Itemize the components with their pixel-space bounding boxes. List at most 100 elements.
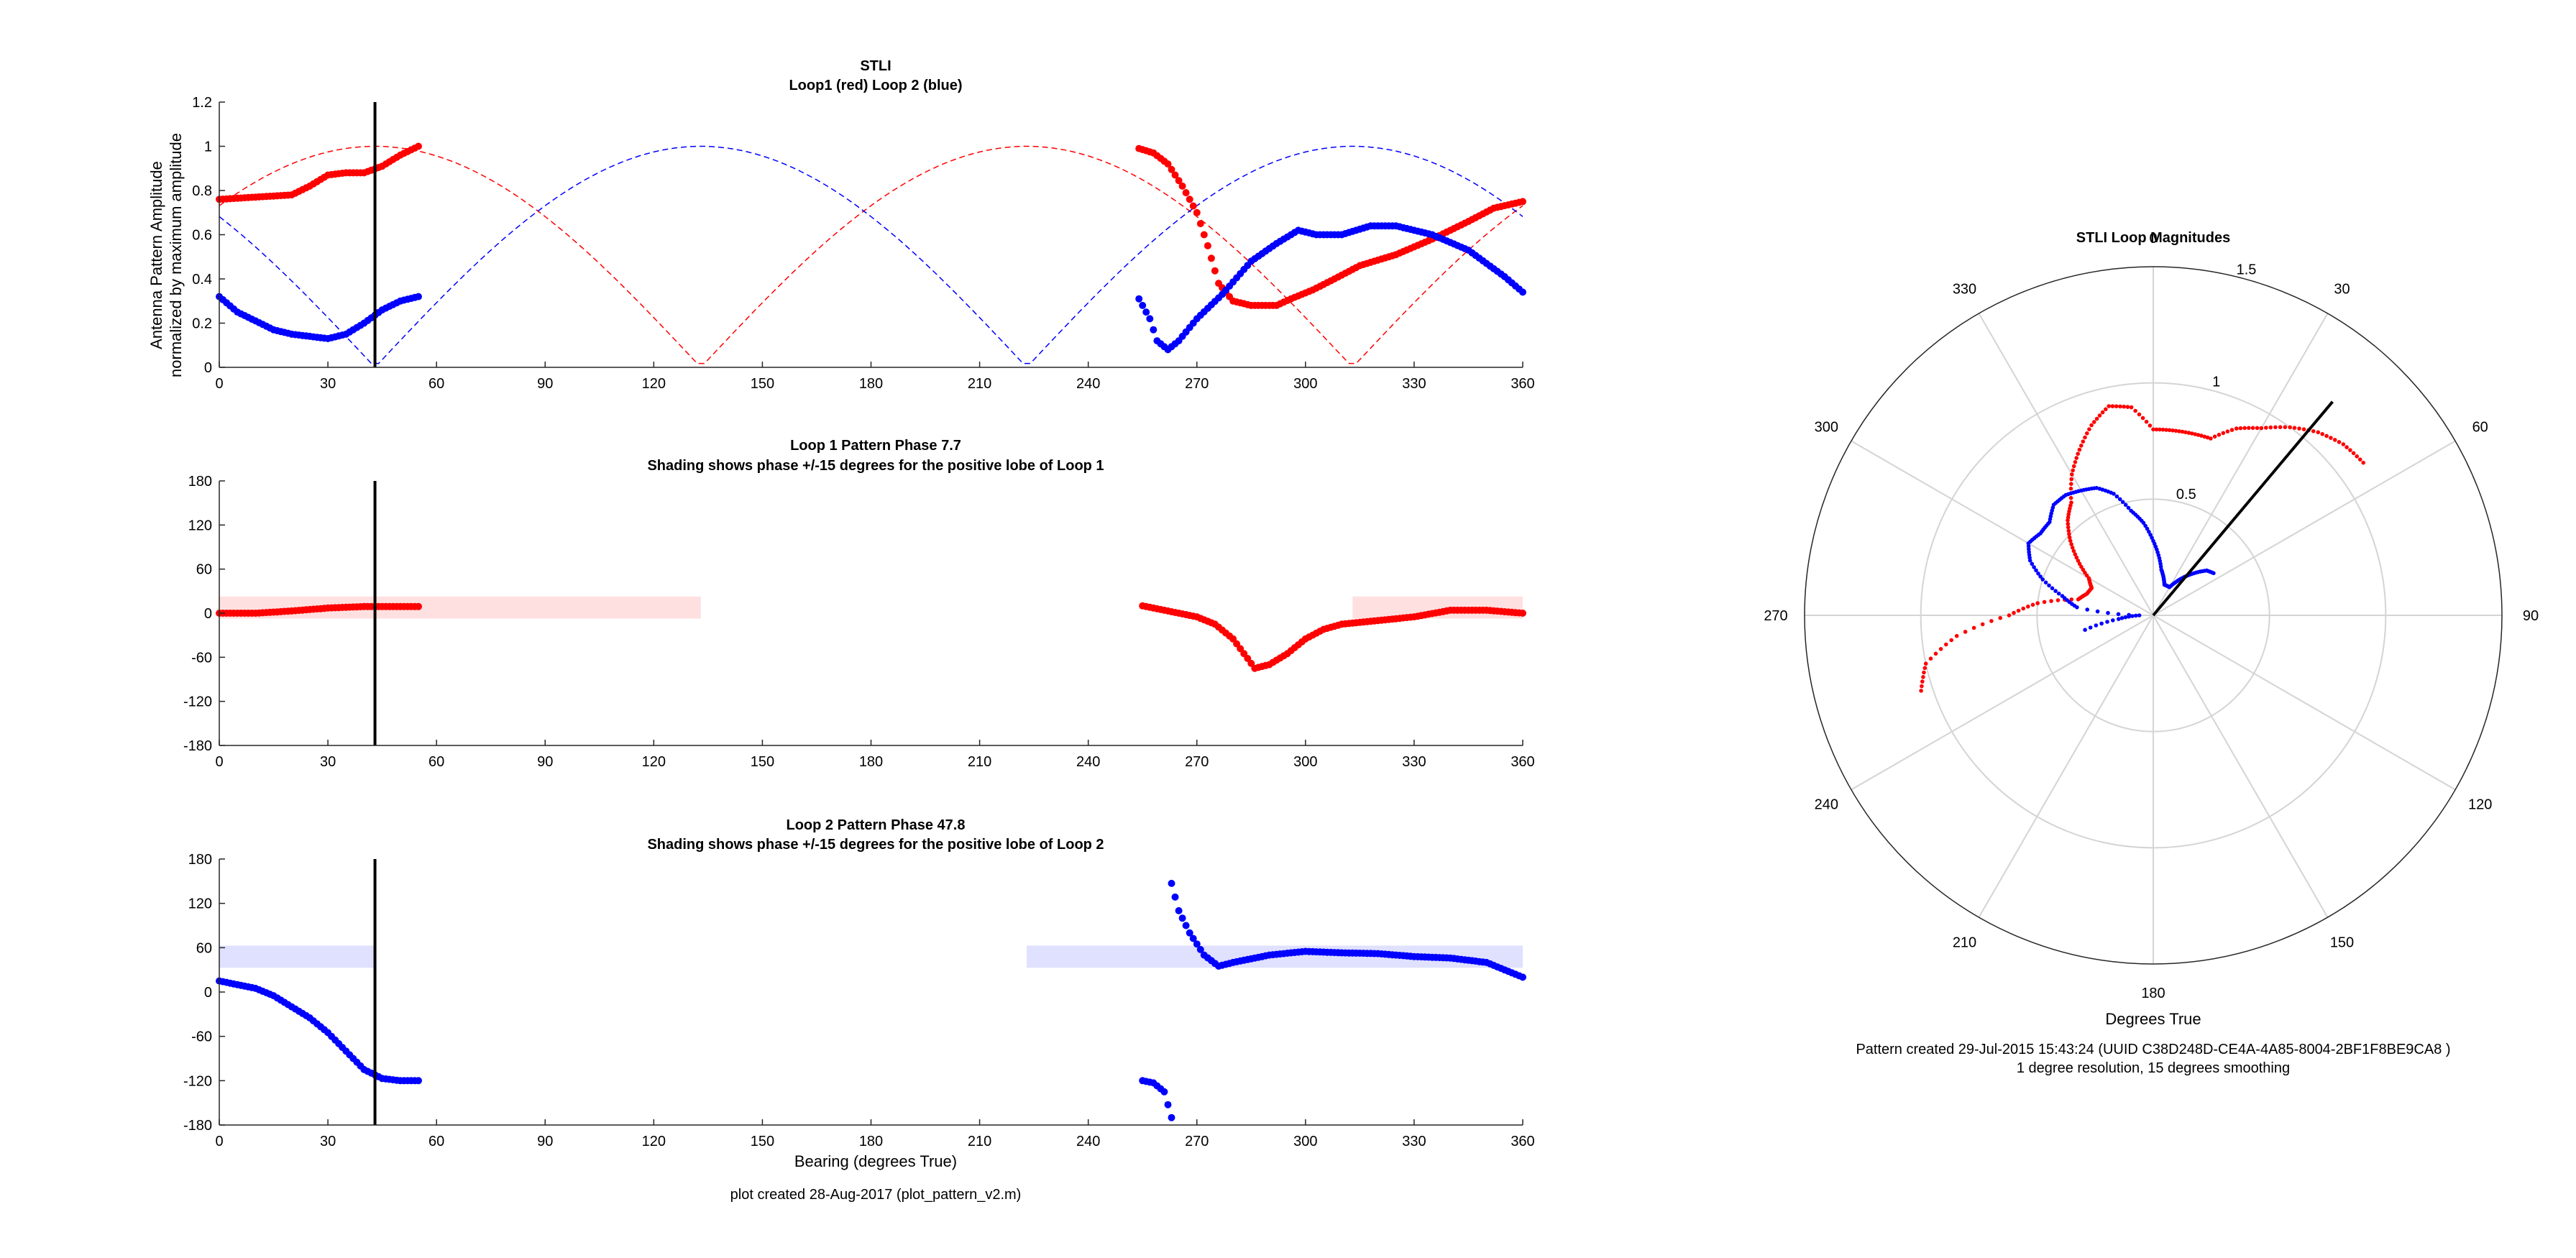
- loop1-polar-point: [1919, 689, 1923, 693]
- y-tick-label: 1.2: [192, 95, 212, 111]
- x-tick-label: 180: [859, 1134, 883, 1149]
- loop2-point: [1175, 906, 1183, 914]
- polar-theta-label: 270: [1764, 608, 1787, 624]
- loop1-polar-point: [2242, 426, 2247, 431]
- loop1-polar-point: [2067, 535, 2072, 540]
- loop2-point: [1178, 914, 1186, 922]
- loop1-point: [1182, 189, 1190, 197]
- loop2-polar-point: [2105, 620, 2109, 624]
- loop1-polar-point: [2297, 426, 2301, 431]
- loop2-polar-point: [2211, 571, 2216, 576]
- loop1-polar-point: [2073, 552, 2078, 556]
- loop1-polar-point: [2140, 415, 2145, 421]
- y-tick-label: 0.4: [192, 272, 212, 288]
- loop2-point: [1150, 326, 1158, 334]
- loop2-polar-point: [2036, 571, 2040, 576]
- loop1-point: [1189, 202, 1197, 210]
- loop1-polar-point: [2255, 426, 2260, 431]
- loop2-polar-point: [2127, 612, 2131, 617]
- polar-spoke: [2153, 615, 2329, 918]
- y-tick-label: 0: [204, 606, 212, 622]
- loop1-polar-point: [1933, 651, 1938, 656]
- x-tick-label: 0: [215, 1134, 223, 1149]
- loop1-point: [1193, 208, 1201, 216]
- loop1-polar-point: [2070, 472, 2074, 477]
- loop2-point: [415, 1077, 422, 1085]
- amplitude-ylabel-line1: Antenna Pattern Amplitude: [147, 161, 165, 349]
- x-tick-label: 150: [751, 376, 774, 392]
- polar-theta-label: 0: [2149, 231, 2157, 247]
- loop1-polar-point: [1922, 670, 1926, 675]
- loop1-polar-point: [2118, 404, 2122, 409]
- pattern-created-note: Pattern created 29-Jul-2015 15:43:24 (UU…: [1856, 1042, 2450, 1057]
- amplitude-panel: STLI Loop1 (red) Loop 2 (blue) Antenna P…: [147, 58, 1535, 392]
- loop1-polar-point: [1938, 647, 1943, 651]
- loop1-polar-point: [1923, 661, 1928, 666]
- polar-spoke: [2153, 440, 2456, 616]
- loop1-polar-point: [2100, 410, 2105, 415]
- y-tick-label: 120: [188, 518, 212, 533]
- loop2-polar-point: [2119, 616, 2124, 620]
- loop1-polar-point: [2083, 435, 2087, 440]
- loop2-polar-point: [2060, 594, 2065, 598]
- loop1-polar-point: [2021, 606, 2025, 611]
- loop2-polar-point: [2117, 617, 2121, 621]
- y-tick-label: 60: [196, 940, 212, 956]
- x-tick-label: 90: [537, 376, 553, 392]
- loop1-polar-point: [2268, 425, 2273, 430]
- loop2-polar-point: [2085, 607, 2089, 612]
- loop1-polar-point: [2278, 425, 2283, 429]
- x-tick-label: 90: [537, 754, 553, 770]
- polar-theta-label: 30: [2334, 281, 2350, 297]
- loop1-polar-point: [2217, 433, 2222, 437]
- loop1-reference-curve: [219, 145, 1523, 364]
- loop1-point: [1200, 231, 1208, 239]
- loop1-polar-point: [2332, 438, 2337, 442]
- loop1-polar-point: [2069, 542, 2073, 546]
- loop1-point: [1519, 610, 1526, 617]
- loop1-polar-point: [2283, 425, 2288, 429]
- loop1-polar-point: [2151, 427, 2155, 432]
- loop1-polar-point: [2069, 477, 2073, 482]
- loop1-polar-point: [2238, 426, 2243, 431]
- y-tick-label: 1: [204, 139, 212, 155]
- loop1-polar-point: [2288, 425, 2292, 430]
- loop1-point: [1196, 220, 1204, 228]
- loop1-polar-point: [2133, 408, 2137, 413]
- loop1-point: [1171, 171, 1179, 179]
- x-tick-label: 210: [968, 376, 991, 392]
- loop1-polar-point: [2171, 428, 2175, 433]
- loop1-polar-point: [1920, 684, 1924, 689]
- loop1-polar-point: [2071, 548, 2076, 554]
- loop1-polar-point: [2196, 433, 2201, 437]
- loop1-polar-point: [2079, 564, 2084, 569]
- loop1-polar-point: [2068, 538, 2073, 543]
- loop1-phase-panel: Loop 1 Pattern Phase 7.7 Shading shows p…: [183, 438, 1535, 770]
- loop2-polar-point: [2117, 497, 2122, 502]
- loop1-polar-point: [2077, 447, 2082, 452]
- polar-theta-label: 150: [2330, 935, 2354, 951]
- loop1-polar-point: [2234, 426, 2239, 431]
- loop1-polar-point: [2357, 457, 2362, 462]
- loop1-polar-point: [1921, 675, 1925, 679]
- loop1-polar-point: [2180, 429, 2185, 434]
- loop1-polar-point: [1989, 619, 1994, 623]
- polar-theta-label: 120: [2468, 797, 2492, 813]
- loop1-point: [1186, 196, 1193, 203]
- x-tick-label: 360: [1511, 376, 1534, 392]
- loop1-polar-point: [2076, 559, 2081, 563]
- loop1-polar-point: [2049, 599, 2053, 603]
- x-tick-label: 150: [751, 1134, 774, 1149]
- loop2-point: [1189, 935, 1197, 942]
- loop1-polar-point: [2070, 546, 2075, 550]
- loop1-polar-point: [2073, 460, 2078, 464]
- loop2-point: [1135, 295, 1143, 303]
- loop2-polar-point: [2043, 580, 2048, 585]
- loop1-polar-point: [2212, 434, 2217, 439]
- loop2-point: [1168, 879, 1175, 887]
- y-tick-label: -120: [183, 694, 212, 710]
- x-tick-label: 330: [1402, 1134, 1426, 1149]
- x-tick-label: 210: [968, 1134, 991, 1149]
- y-tick-label: -60: [191, 1029, 212, 1045]
